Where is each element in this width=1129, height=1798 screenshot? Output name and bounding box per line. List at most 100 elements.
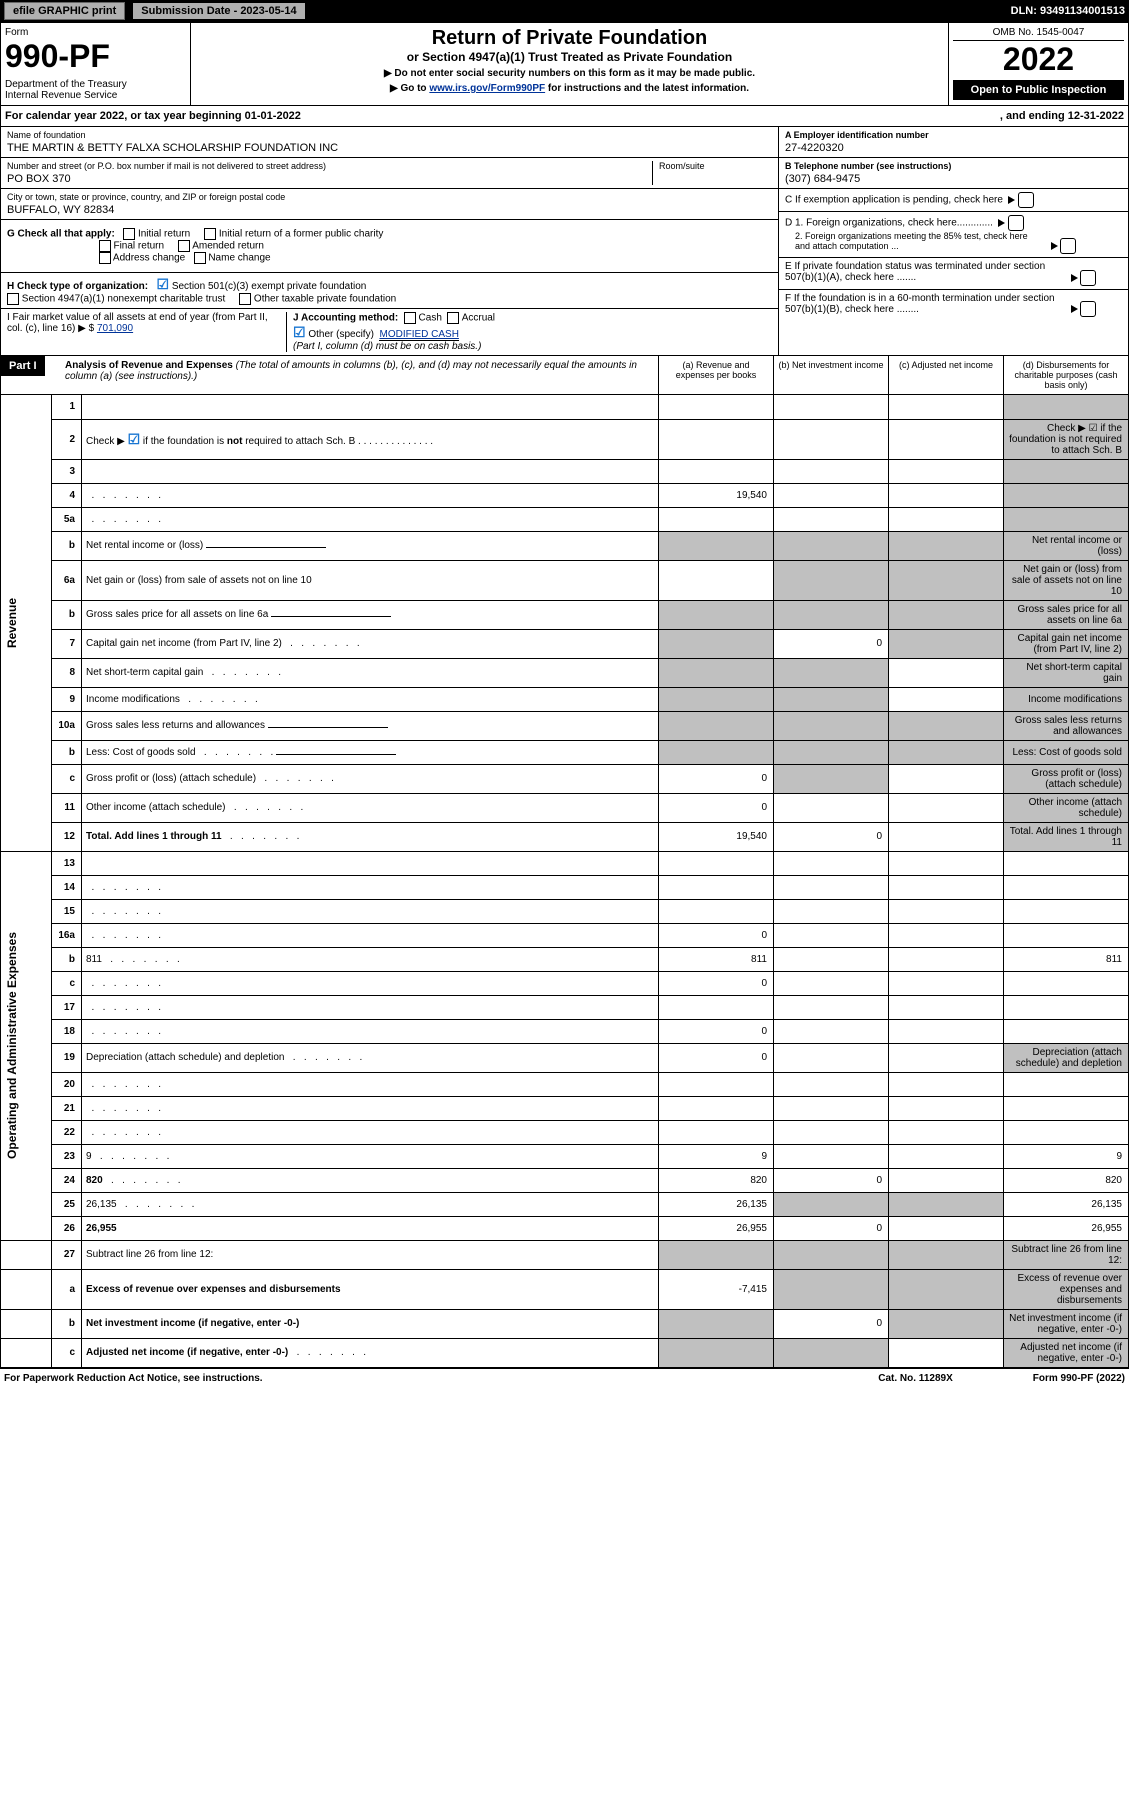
form-subtitle: or Section 4947(a)(1) Trust Treated as P…: [195, 50, 944, 64]
form-title: Return of Private Foundation: [195, 27, 944, 50]
value-cell: [774, 1269, 889, 1309]
line-number: b: [52, 740, 82, 764]
value-cell: [889, 507, 1004, 531]
value-cell: [774, 971, 889, 995]
value-cell: Net gain or (loss) from sale of assets n…: [1004, 560, 1129, 600]
line-description: . . . . . . .: [82, 899, 659, 923]
checkbox-4947a1[interactable]: [7, 293, 19, 305]
checkbox-initial-former[interactable]: [204, 228, 216, 240]
value-cell: [889, 1309, 1004, 1338]
expenses-side-label: Operating and Administrative Expenses: [5, 932, 19, 1159]
table-row: 9Income modifications . . . . . . .Incom…: [1, 687, 1129, 711]
g-opt-2: Final return: [113, 241, 164, 252]
value-cell: [774, 740, 889, 764]
value-cell: [659, 1309, 774, 1338]
page-footer: For Paperwork Reduction Act Notice, see …: [0, 1368, 1129, 1388]
col-d-header: (d) Disbursements for charitable purpose…: [1003, 356, 1128, 394]
line-number: b: [52, 531, 82, 560]
value-cell: 0: [774, 822, 889, 851]
value-cell: [659, 507, 774, 531]
i-label: I Fair market value of all assets at end…: [7, 312, 268, 334]
checkbox-initial-return[interactable]: [123, 228, 135, 240]
arrow-icon: [998, 219, 1005, 227]
tax-year: 2022: [953, 41, 1124, 78]
line-description: Net short-term capital gain . . . . . . …: [82, 658, 659, 687]
table-row: Revenue1: [1, 395, 1129, 419]
table-row: 15 . . . . . . .: [1, 899, 1129, 923]
table-row: 17 . . . . . . .: [1, 995, 1129, 1019]
checkbox-name-change[interactable]: [194, 252, 206, 264]
efile-print-button[interactable]: efile GRAPHIC print: [4, 2, 125, 20]
checkbox-f[interactable]: [1080, 301, 1096, 317]
value-cell: [1004, 995, 1129, 1019]
value-cell: Check ▶ ☑ if the foundation is not requi…: [1004, 419, 1129, 459]
table-row: 12Total. Add lines 1 through 11 . . . . …: [1, 822, 1129, 851]
line-description: Less: Cost of goods sold . . . . . . .: [82, 740, 659, 764]
value-cell: [889, 923, 1004, 947]
checkbox-d1[interactable]: [1008, 215, 1024, 231]
form-instructions-link[interactable]: www.irs.gov/Form990PF: [429, 83, 545, 94]
table-row: 20 . . . . . . .: [1, 1072, 1129, 1096]
value-cell: [774, 923, 889, 947]
checkbox-501c3-checked-icon: ☑: [156, 276, 169, 292]
checkbox-address-change[interactable]: [99, 252, 111, 264]
table-row: 6a Net gain or (loss) from sale of assets…: [1, 560, 1129, 600]
value-cell: [1004, 1096, 1129, 1120]
value-cell: [889, 1338, 1004, 1367]
line-description: . . . . . . .: [82, 483, 659, 507]
line-description: . . . . . . .: [82, 995, 659, 1019]
checkbox-other-taxable[interactable]: [239, 293, 251, 305]
line-number: 6a: [52, 560, 82, 600]
value-cell: Net rental income or (loss): [1004, 531, 1129, 560]
value-cell: [1004, 971, 1129, 995]
g-opt-1: Initial return of a former public charit…: [219, 229, 384, 240]
checkbox-e[interactable]: [1080, 270, 1096, 286]
j-cash: Cash: [419, 313, 442, 324]
value-cell: [1004, 899, 1129, 923]
table-row: Operating and Administrative Expenses13: [1, 851, 1129, 875]
value-cell: [1004, 483, 1129, 507]
table-row: 5a . . . . . . .: [1, 507, 1129, 531]
value-cell: [774, 1096, 889, 1120]
city: BUFFALO, WY 82834: [7, 204, 772, 216]
checkbox-final-return[interactable]: [99, 240, 111, 252]
checkbox-c[interactable]: [1018, 192, 1034, 208]
e-text: E If private foundation status was termi…: [785, 261, 1065, 283]
j-label: J Accounting method:: [293, 313, 398, 324]
value-cell: [774, 560, 889, 600]
f-cell: F If the foundation is in a 60-month ter…: [779, 290, 1128, 320]
line-number: 23: [52, 1144, 82, 1168]
part1-title-cell: Analysis of Revenue and Expenses (The to…: [61, 356, 658, 394]
checkbox-accrual[interactable]: [447, 312, 459, 324]
line-description: Check ▶ ☑ if the foundation is not requi…: [82, 419, 659, 459]
value-cell: [889, 531, 1004, 560]
table-row: bLess: Cost of goods sold . . . . . . . …: [1, 740, 1129, 764]
line-description: Gross sales price for all assets on line…: [82, 600, 659, 629]
value-cell: 26,135: [1004, 1192, 1129, 1216]
line-description: Depreciation (attach schedule) and deple…: [82, 1043, 659, 1072]
value-cell: 26,135: [659, 1192, 774, 1216]
ein-cell: A Employer identification number 27-4220…: [779, 127, 1128, 158]
table-row: 239 . . . . . . .99: [1, 1144, 1129, 1168]
g-opt-0: Initial return: [138, 229, 190, 240]
value-cell: [889, 560, 1004, 600]
value-cell: [889, 1240, 1004, 1269]
value-cell: [889, 851, 1004, 875]
arrow-icon: [1071, 274, 1078, 282]
checkbox-d2[interactable]: [1060, 238, 1076, 254]
value-cell: [774, 1019, 889, 1043]
checkbox-cash[interactable]: [404, 312, 416, 324]
value-cell: 811: [659, 947, 774, 971]
checkbox-amended-return[interactable]: [178, 240, 190, 252]
line-description: [82, 459, 659, 483]
value-cell: [889, 793, 1004, 822]
checkbox-other-checked-icon: ☑: [293, 324, 306, 340]
value-cell: [774, 1192, 889, 1216]
value-cell: [774, 658, 889, 687]
fmv-value-link[interactable]: 701,090: [97, 323, 133, 334]
value-cell: [659, 459, 774, 483]
value-cell: [889, 971, 1004, 995]
line-number: 27: [52, 1240, 82, 1269]
top-bar: efile GRAPHIC print Submission Date - 20…: [0, 0, 1129, 22]
line-number: 1: [52, 395, 82, 419]
